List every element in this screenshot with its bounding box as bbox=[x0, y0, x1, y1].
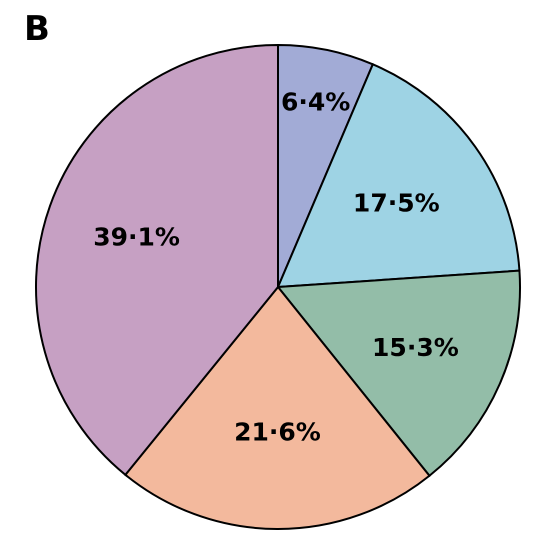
pie-slice bbox=[276, 63, 521, 289]
pie-labels: 6·4% 17·5% 15·3% 21·6% 39·1% bbox=[93, 88, 459, 447]
pie-slice bbox=[35, 43, 279, 477]
pie-slice bbox=[123, 285, 431, 531]
pie-slice-label: 15·3% bbox=[372, 333, 459, 362]
pie-slice-label: 17·5% bbox=[353, 188, 440, 217]
pie-slices bbox=[35, 43, 521, 531]
panel-label: B bbox=[24, 9, 50, 49]
pie-slice-label: 6·4% bbox=[281, 88, 350, 117]
pie-slice bbox=[276, 269, 521, 478]
pie-slice-label: 21·6% bbox=[234, 418, 321, 447]
pie-slice-label: 39·1% bbox=[93, 222, 180, 251]
